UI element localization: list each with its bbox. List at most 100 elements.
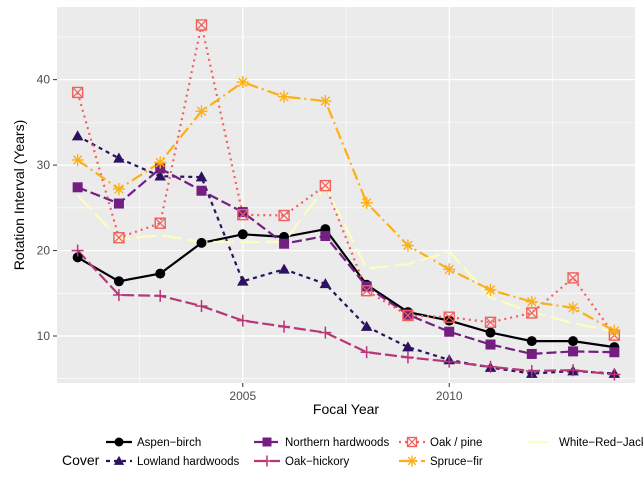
y-axis-ticks: 10 20 30 40 <box>37 73 57 343</box>
data-point <box>402 309 413 320</box>
data-point <box>72 182 83 193</box>
data-point <box>567 272 579 284</box>
data-point <box>567 301 580 314</box>
series-line <box>77 227 615 349</box>
data-point <box>608 368 621 381</box>
data-point <box>113 198 124 209</box>
data-point <box>71 153 84 166</box>
data-point <box>278 90 291 103</box>
series-markers <box>71 19 621 381</box>
y-axis-label: Rotation Interval (Years) <box>11 120 27 270</box>
data-point <box>526 307 538 319</box>
data-point <box>71 244 84 257</box>
series-line <box>76 80 615 332</box>
legend-item: Northern hardwoods <box>254 437 389 449</box>
data-point <box>360 196 373 209</box>
x-tick-label: 2010 <box>436 389 463 403</box>
data-point <box>154 289 167 302</box>
legend-key-marker <box>262 437 272 447</box>
data-point <box>360 285 373 297</box>
y-tick-label: 20 <box>37 244 51 258</box>
legend-label: Oak / pine <box>430 437 482 449</box>
legend-key-marker <box>261 455 273 467</box>
data-point <box>484 283 497 296</box>
data-point <box>154 217 166 229</box>
series-line <box>77 135 615 375</box>
legend-key-marker <box>113 455 125 465</box>
data-point <box>155 268 166 279</box>
data-point <box>319 278 332 289</box>
data-point <box>401 239 414 252</box>
grid-minor <box>57 7 635 383</box>
data-point <box>319 326 332 339</box>
data-point <box>402 341 414 352</box>
legend-label: Spruce−fir <box>430 456 483 468</box>
data-point <box>319 95 332 107</box>
data-point <box>154 170 166 181</box>
legend-key-marker <box>406 455 418 467</box>
data-point <box>402 309 414 322</box>
data-point <box>72 252 83 263</box>
data-point <box>567 364 580 377</box>
legend-label: Oak−hickory <box>285 456 349 468</box>
data-point <box>196 237 207 248</box>
data-point <box>71 130 84 141</box>
x-axis-label: Focal Year <box>313 401 379 417</box>
x-tick-label: 2005 <box>229 389 256 403</box>
data-point <box>113 276 124 287</box>
data-point <box>278 320 291 333</box>
series-line <box>77 167 615 356</box>
data-point <box>608 324 621 337</box>
data-point <box>154 156 167 169</box>
data-point <box>443 355 456 368</box>
data-point <box>444 315 455 326</box>
data-point <box>361 281 372 292</box>
data-point <box>484 360 497 373</box>
legend-label: White−Red−Jack Pine <box>559 437 643 449</box>
data-point <box>485 339 496 350</box>
data-point <box>195 300 208 313</box>
legend-key-marker <box>114 437 124 447</box>
data-point <box>360 320 373 331</box>
data-point <box>278 263 290 274</box>
data-point <box>444 326 455 337</box>
legend-label: Aspen−birch <box>137 437 201 449</box>
data-point <box>112 288 125 301</box>
data-point <box>195 171 208 182</box>
data-point <box>360 346 373 359</box>
data-point <box>319 179 332 192</box>
data-point <box>279 238 290 249</box>
legend: Aspen−birch Lowland hardwoods Northern har… <box>106 436 643 468</box>
data-point <box>525 295 538 308</box>
data-point <box>195 105 208 118</box>
legend-key-marker <box>406 436 418 448</box>
legend-item: Lowland hardwoods <box>106 455 240 468</box>
y-tick-label: 40 <box>37 73 51 87</box>
data-point <box>112 183 125 196</box>
legend-item: Oak−hickory <box>254 455 349 468</box>
data-point <box>401 351 414 364</box>
y-tick-label: 30 <box>37 158 51 172</box>
data-point <box>196 185 207 196</box>
data-point <box>237 208 249 221</box>
data-point <box>237 275 249 286</box>
data-point <box>237 207 248 218</box>
data-point <box>526 336 537 347</box>
data-point <box>526 348 537 359</box>
data-point <box>320 231 331 242</box>
data-point <box>236 314 249 327</box>
data-point <box>609 347 620 358</box>
data-point <box>485 327 496 338</box>
data-point <box>113 232 125 244</box>
data-point <box>237 229 248 240</box>
data-point <box>443 311 455 323</box>
legend-item: White−Red−Jack Pine <box>528 437 643 449</box>
data-point <box>484 316 497 329</box>
data-point <box>236 76 249 89</box>
data-point <box>525 365 538 378</box>
legend-item: Aspen−birch <box>106 437 201 449</box>
series-line <box>76 184 615 333</box>
legend-item: Oak / pine <box>399 436 482 449</box>
series-line <box>76 249 615 376</box>
